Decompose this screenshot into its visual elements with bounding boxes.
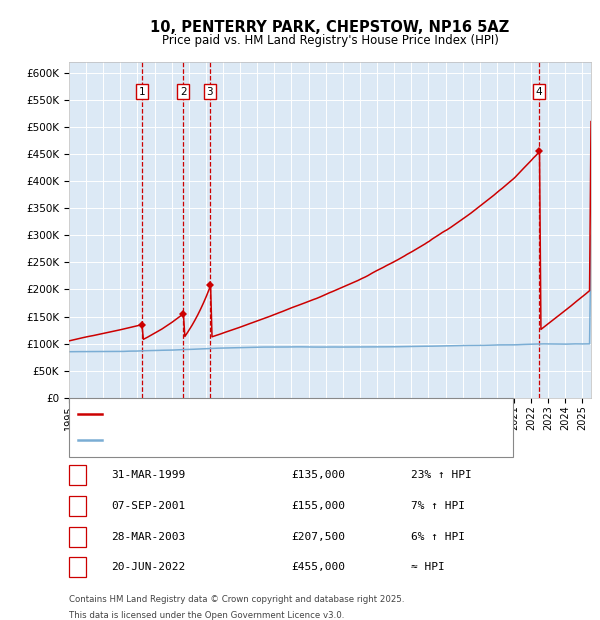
Text: 20-JUN-2022: 20-JUN-2022 [111, 562, 185, 572]
Text: 07-SEP-2001: 07-SEP-2001 [111, 501, 185, 511]
Text: 1: 1 [139, 87, 145, 97]
Text: £455,000: £455,000 [291, 562, 345, 572]
Text: 2: 2 [180, 87, 187, 97]
Text: This data is licensed under the Open Government Licence v3.0.: This data is licensed under the Open Gov… [69, 611, 344, 620]
Text: 28-MAR-2003: 28-MAR-2003 [111, 531, 185, 542]
Text: 10, PENTERRY PARK, CHEPSTOW, NP16 5AZ (detached house): 10, PENTERRY PARK, CHEPSTOW, NP16 5AZ (d… [106, 409, 428, 419]
Text: 23% ↑ HPI: 23% ↑ HPI [411, 470, 472, 480]
Text: ≈ HPI: ≈ HPI [411, 562, 445, 572]
Text: £155,000: £155,000 [291, 501, 345, 511]
Text: 7% ↑ HPI: 7% ↑ HPI [411, 501, 465, 511]
Text: Contains HM Land Registry data © Crown copyright and database right 2025.: Contains HM Land Registry data © Crown c… [69, 595, 404, 604]
Text: 2: 2 [74, 501, 81, 511]
Text: HPI: Average price, detached house, Monmouthshire: HPI: Average price, detached house, Monm… [106, 435, 380, 445]
Text: 4: 4 [74, 562, 81, 572]
Text: 3: 3 [74, 531, 81, 542]
Text: Price paid vs. HM Land Registry's House Price Index (HPI): Price paid vs. HM Land Registry's House … [161, 34, 499, 46]
Text: £135,000: £135,000 [291, 470, 345, 480]
Text: 3: 3 [206, 87, 213, 97]
Text: 6% ↑ HPI: 6% ↑ HPI [411, 531, 465, 542]
Text: 4: 4 [536, 87, 542, 97]
Text: £207,500: £207,500 [291, 531, 345, 542]
Text: 31-MAR-1999: 31-MAR-1999 [111, 470, 185, 480]
Text: 10, PENTERRY PARK, CHEPSTOW, NP16 5AZ: 10, PENTERRY PARK, CHEPSTOW, NP16 5AZ [151, 20, 509, 35]
Text: 1: 1 [74, 470, 81, 480]
